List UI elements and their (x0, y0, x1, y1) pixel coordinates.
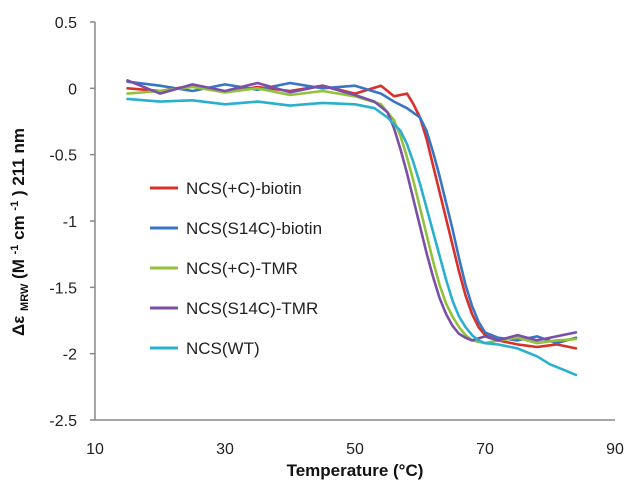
legend-label: NCS(WT) (186, 339, 260, 358)
y-tick-label: -2.5 (49, 413, 77, 430)
legend: NCS(+C)-biotin NCS(S14C)-biotin NCS(+C)-TM… (150, 179, 322, 358)
y-axis-title: Δε MRW (M -1 cm -1 ) 211 nm (3, 128, 32, 336)
legend-label: NCS(S14C)-biotin (186, 219, 322, 238)
y-tick-label: 0.5 (55, 15, 77, 32)
y-axis-title-unit-b: cm (9, 215, 28, 240)
y-tick-marks (90, 21, 95, 421)
legend-label: NCS(+C)-biotin (186, 179, 302, 198)
y-axis-title-sup-a: -1 (9, 245, 21, 255)
y-tick-label: -1.5 (49, 280, 77, 297)
series-line (126, 97, 578, 377)
y-axis-title-sup-b: -1 (9, 201, 21, 211)
series-line (126, 85, 578, 345)
y-tick-labels: 0.5 0 -0.5 -1 -1.5 -2 -2.5 (49, 15, 77, 430)
legend-label: NCS(S14C)-TMR (186, 299, 318, 318)
x-tick-label: 10 (86, 441, 104, 458)
series-line (126, 80, 578, 345)
y-axis-title-subscript: MRW (19, 283, 31, 311)
series-line (126, 79, 578, 342)
y-tick-label: -2 (63, 347, 77, 364)
y-axis-title-unit-c: ) 211 nm (9, 128, 28, 196)
x-tick-label: 90 (606, 441, 624, 458)
y-axis-title-symbol: Δε (9, 316, 28, 336)
axes: 0.5 0 -0.5 -1 -1.5 -2 -2.5 10 30 50 70 90 (49, 15, 624, 458)
x-tick-label: 30 (216, 441, 234, 458)
y-axis-title-unit-a: (M (9, 259, 28, 279)
y-tick-label: -0.5 (49, 148, 77, 165)
y-tick-label: -1 (63, 214, 77, 231)
x-tick-label: 50 (346, 441, 364, 458)
x-tick-labels: 10 30 50 70 90 (86, 441, 624, 458)
x-axis-title: Temperature (°C) (287, 461, 424, 480)
series-lines (126, 79, 578, 377)
x-tick-label: 70 (476, 441, 494, 458)
legend-label: NCS(+C)-TMR (186, 259, 298, 278)
y-tick-label: 0 (68, 81, 77, 98)
